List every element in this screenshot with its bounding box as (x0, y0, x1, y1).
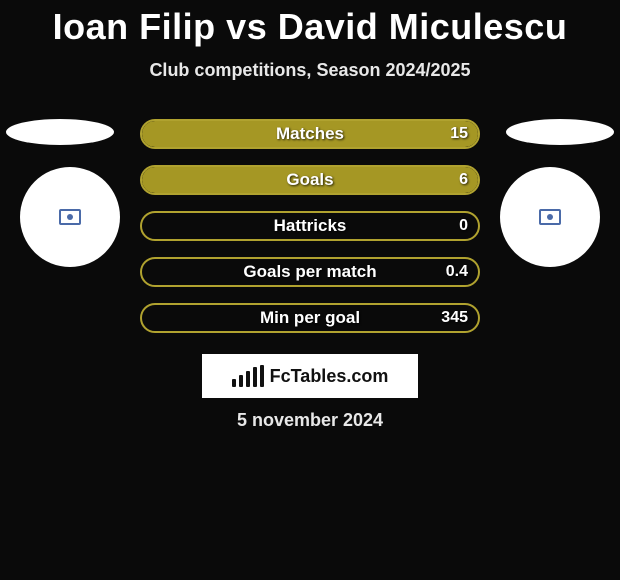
stat-row: Matches 15 (140, 119, 480, 149)
player-left-placeholder-dot (67, 214, 73, 220)
stat-label: Min per goal (260, 308, 360, 328)
player-right-avatar (500, 167, 600, 267)
brand-bar-segment (260, 365, 264, 387)
page-title: Ioan Filip vs David Miculescu (0, 0, 620, 48)
comparison-infographic: Ioan Filip vs David Miculescu Club compe… (0, 0, 620, 580)
brand-text: FcTables.com (270, 366, 389, 387)
brand-bar-segment (232, 379, 236, 387)
footer-date: 5 november 2024 (0, 410, 620, 431)
brand-bar-segment (239, 375, 243, 387)
stat-value-right: 345 (441, 309, 468, 327)
stat-label: Goals (286, 170, 333, 190)
stat-value-right: 6 (459, 171, 468, 189)
stat-label: Hattricks (274, 216, 347, 236)
brand-bar-segment (246, 371, 250, 387)
stat-row: Min per goal 345 (140, 303, 480, 333)
player-left-avatar (20, 167, 120, 267)
subtitle: Club competitions, Season 2024/2025 (0, 60, 620, 81)
stat-row: Goals per match 0.4 (140, 257, 480, 287)
player-right-placeholder-dot (547, 214, 553, 220)
stat-bars: Matches 15 Goals 6 Hattricks 0 Goals per match… (140, 119, 480, 349)
stat-label: Matches (276, 124, 344, 144)
brand-box: FcTables.com (202, 354, 418, 398)
brand-bar-segment (253, 367, 257, 387)
player-right-ellipse (506, 119, 614, 145)
player-left-ellipse (6, 119, 114, 145)
stat-value-right: 0 (459, 217, 468, 235)
stat-row: Goals 6 (140, 165, 480, 195)
stat-row: Hattricks 0 (140, 211, 480, 241)
stat-label: Goals per match (243, 262, 376, 282)
player-right-placeholder-icon (539, 209, 561, 225)
stat-value-right: 0.4 (446, 263, 468, 281)
stat-value-right: 15 (450, 125, 468, 143)
brand-bars-icon (232, 365, 264, 387)
player-left-placeholder-icon (59, 209, 81, 225)
